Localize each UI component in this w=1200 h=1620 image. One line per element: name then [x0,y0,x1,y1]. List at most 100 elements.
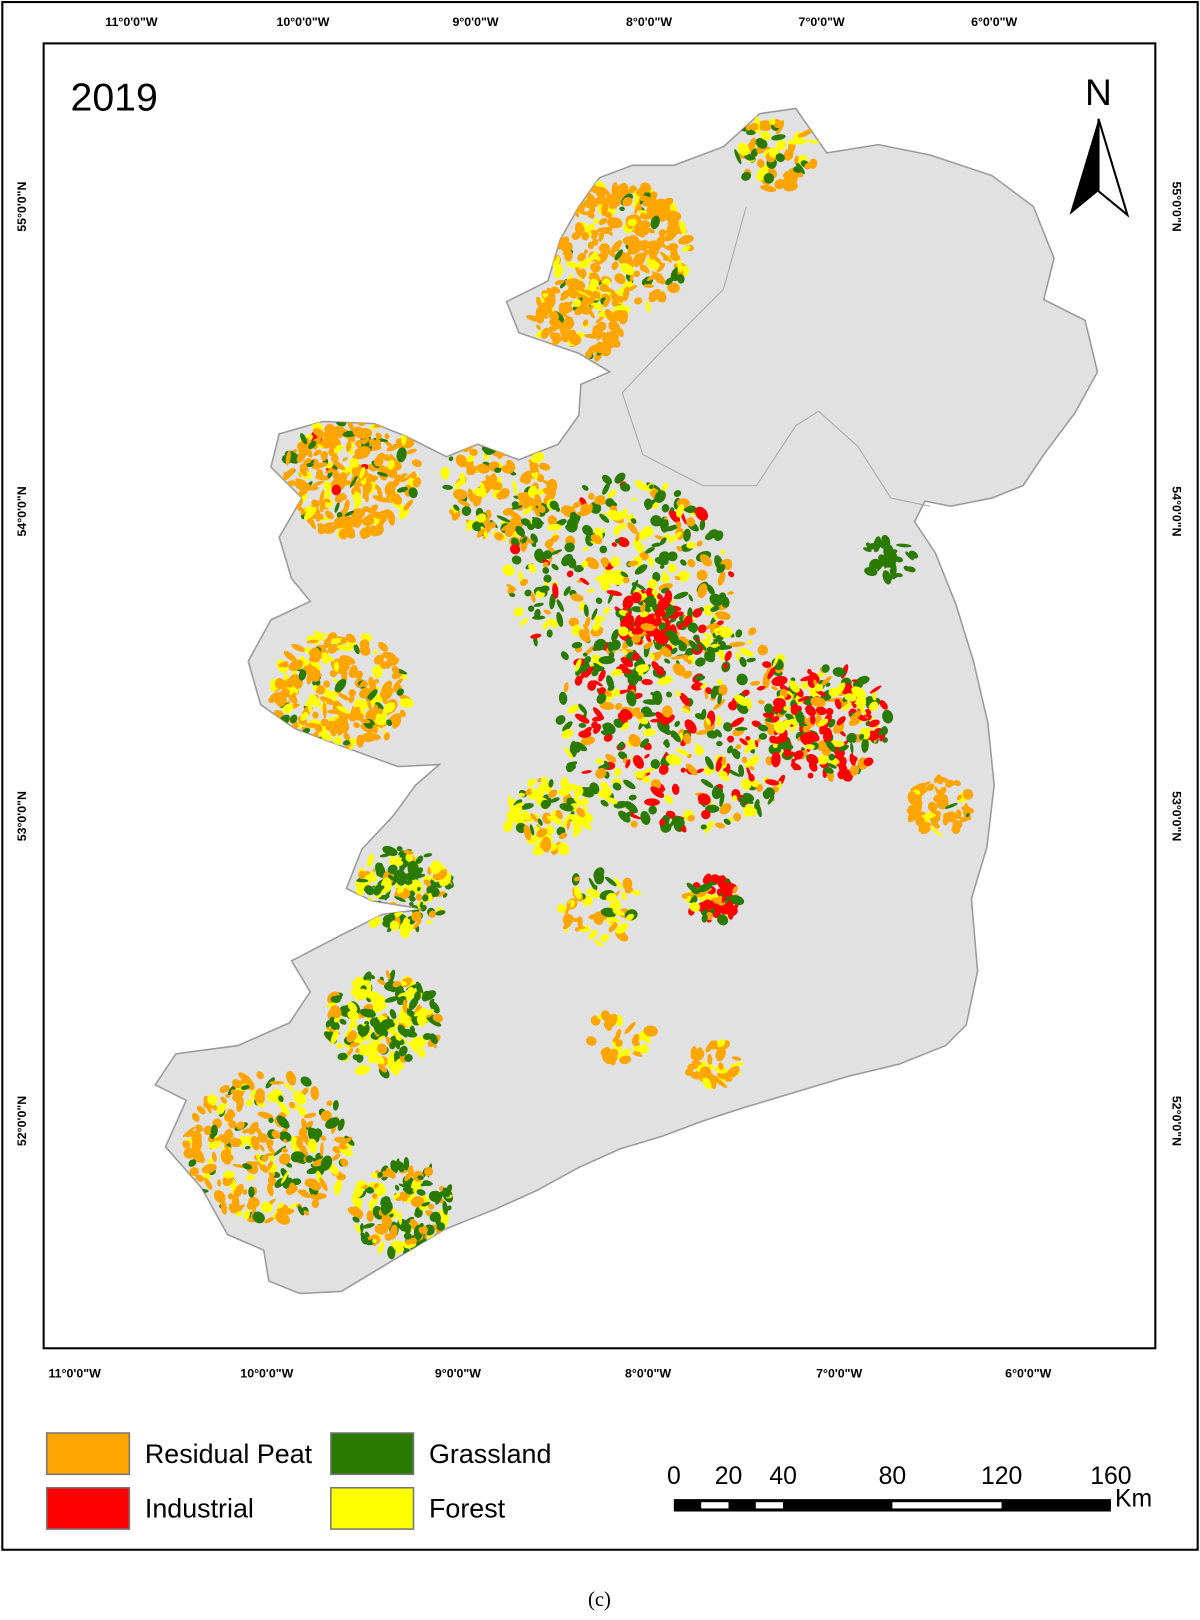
land-cover-patch [595,294,601,300]
land-cover-patch [559,319,575,332]
land-cover-patch [645,301,651,313]
land-cover-patch [367,442,376,447]
land-cover-patch [323,522,335,527]
land-cover-patch [642,198,653,207]
land-cover-patch [594,251,609,265]
land-cover-patch [540,297,545,303]
land-cover-patch [541,304,553,315]
land-cover-patch [305,722,319,729]
land-cover-patch [321,652,330,665]
land-cover-patch [304,505,315,512]
legend-swatch [45,1432,131,1476]
land-cover-patch [557,236,570,250]
land-cover-patch [633,297,643,305]
land-cover-patch [351,711,364,721]
land-cover-patch [396,486,408,493]
land-cover-patch [587,198,601,207]
land-cover-patch [323,680,331,688]
land-cover-patch [313,449,322,457]
land-cover-patch [804,162,812,170]
land-cover-patch [375,436,382,446]
land-cover-patch [396,447,407,463]
land-cover-patch [774,178,786,190]
land-cover-patch [337,728,345,736]
land-cover-patch [643,498,653,510]
land-cover-patch [549,332,561,339]
land-cover-patch [349,738,359,745]
land-cover-patch [606,217,623,229]
land-cover-patch [511,501,519,508]
land-cover-patch [727,591,735,595]
top-longitude-label: 7°0'0"W [799,15,845,29]
land-cover-patch [703,604,715,616]
bottom-longitude-label: 6°0'0"W [1005,1366,1051,1380]
land-cover-patch [348,694,355,704]
land-cover-patch [315,469,324,480]
land-cover-patch [570,331,576,336]
land-cover-patch [455,454,468,468]
land-cover-patch [304,698,315,707]
land-cover-patch [282,467,295,481]
land-cover-patch [308,656,321,663]
land-cover-patch [376,471,389,477]
land-cover-patch [319,696,335,706]
land-cover-patch [491,472,497,481]
land-cover-patch [489,481,503,491]
land-cover-patch [300,712,309,721]
land-cover-patch [763,173,775,184]
land-cover-patch [321,455,328,461]
land-cover-patch [323,481,332,490]
map-title: 2019 [71,76,158,120]
land-cover-patch [328,691,338,699]
land-cover-patch [645,227,656,234]
land-cover-patch [300,433,308,445]
land-cover-patch [274,709,284,717]
land-cover-patch [687,558,696,568]
land-cover-patch [605,248,618,259]
land-cover-patch [620,571,629,578]
land-cover-patch [538,505,546,513]
land-cover-patch [596,321,607,332]
land-cover-patch [459,472,466,486]
land-cover-patch [602,482,610,495]
scale-segment [701,1502,729,1509]
left-latitude-label: 53°0'0"N [15,791,29,841]
land-cover-patch [507,587,515,595]
land-cover-patch [587,305,594,312]
land-cover-patch [640,264,650,274]
land-cover-patch [317,438,329,447]
land-cover-patch [658,229,667,237]
land-cover-patch [355,516,363,529]
land-cover-patch [308,440,317,450]
legend-label: Forest [429,1494,506,1524]
land-cover-patch [308,673,320,682]
land-cover-patch [513,607,524,617]
land-cover-patch [595,191,608,201]
land-cover-patch [291,643,306,652]
land-cover-patch [299,467,308,477]
bottom-longitude-label: 7°0'0"W [816,1366,862,1380]
land-cover-patch [549,593,556,610]
land-cover-patch [374,524,384,536]
land-cover-patch [665,277,674,286]
land-cover-patch [591,302,604,310]
land-cover-patch [610,240,622,253]
land-cover-patch [528,563,536,573]
land-cover-patch [329,637,344,644]
land-cover-patch [551,286,561,294]
land-cover-patch [336,705,350,714]
land-cover-patch [664,245,678,251]
land-cover-patch [645,240,660,249]
land-cover-patch [454,480,461,492]
land-cover-patch [314,731,319,737]
land-cover-patch [349,458,360,468]
land-cover-patch [310,669,321,675]
land-cover-patch [741,171,752,181]
land-cover-patch [306,486,319,491]
land-cover-patch [590,262,601,273]
land-cover-patch [549,618,559,629]
land-cover-patch [374,678,380,684]
land-cover-patch [590,294,596,301]
land-cover-patch [348,689,356,697]
land-cover-patch [669,253,681,261]
